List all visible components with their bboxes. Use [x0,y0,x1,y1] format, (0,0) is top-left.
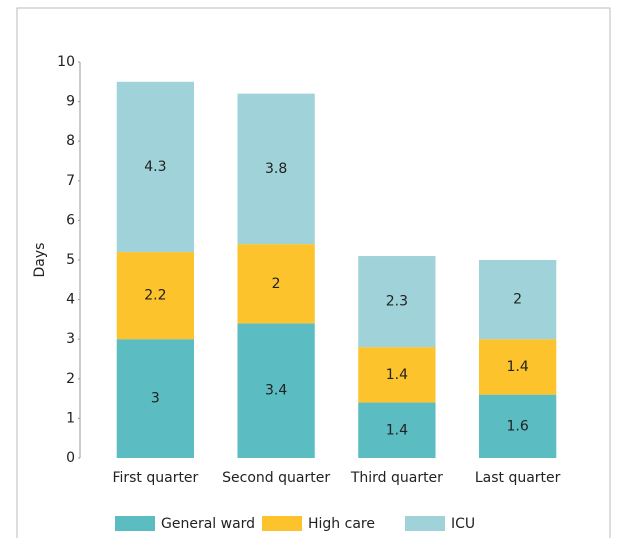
legend-swatch [405,516,445,531]
y-tick-label: 2 [66,371,75,387]
y-tick-label: 8 [66,133,75,149]
value-label: 2 [272,276,281,292]
bar-segment [237,244,315,324]
x-tick-label: Last quarter [475,470,561,486]
value-label: 2.2 [144,288,166,304]
frame [16,7,611,538]
bar-segment [478,260,557,340]
bar-segment [116,339,195,458]
bar-segment [237,323,315,458]
x-tick-label: Third quarter [350,470,443,486]
value-label: 1.6 [506,418,528,434]
y-tick-label: 6 [66,212,75,228]
legend-label: High care [308,516,375,532]
bar-segment [478,394,557,458]
y-tick-label: 0 [66,450,75,466]
legend-swatch [262,516,302,531]
value-label: 3.8 [265,161,287,177]
x-tick-label: First quarter [112,470,198,486]
bar-segment [358,402,436,458]
bar-segment [358,256,436,348]
y-tick-label: 5 [66,252,75,268]
y-tick-label: 4 [66,292,75,308]
bar-segment [358,347,436,403]
legend-swatch [115,516,155,531]
y-axis-label: Days [32,243,48,278]
y-tick-label: 10 [57,54,75,70]
value-label: 4.3 [144,159,166,175]
x-tick-label: Second quarter [222,470,330,486]
y-tick-label: 7 [66,173,75,189]
value-label: 1.4 [386,422,408,438]
value-label: 2 [513,292,522,308]
bar-segment [116,252,195,340]
value-label: 2.3 [386,294,408,310]
value-label: 1.4 [506,359,528,375]
y-tick-label: 9 [66,94,75,110]
y-tick-label: 1 [66,410,75,426]
value-label: 3 [151,391,160,407]
bar-segment [116,81,195,253]
legend-label: ICU [451,516,475,532]
bar-segment [478,339,557,395]
value-label: 3.4 [265,383,287,399]
legend-label: General ward [161,516,255,532]
bar-segment [237,93,315,245]
value-label: 1.4 [386,367,408,383]
y-tick-label: 3 [66,331,75,347]
